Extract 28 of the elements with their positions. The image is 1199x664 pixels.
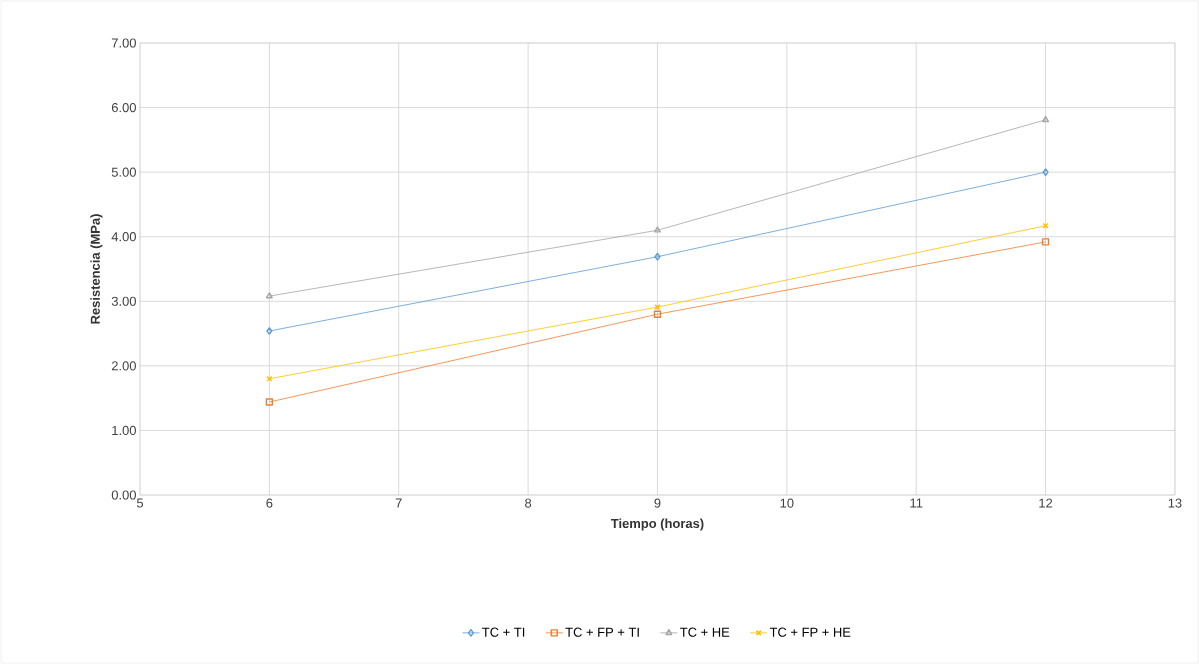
y-tick-label: 5.00 <box>111 167 136 177</box>
legend-label: TC + FP + TI <box>565 627 639 637</box>
y-axis-title: Resistencia (MPa) <box>90 214 103 324</box>
x-tick-label: 13 <box>1168 498 1182 508</box>
x-tick-label: 8 <box>525 498 532 508</box>
y-tick-label: 0.00 <box>111 490 136 500</box>
point <box>1041 238 1050 246</box>
legend-label: TC + FP + HE <box>769 627 851 637</box>
x-tick-label: 5 <box>136 498 144 508</box>
x-tick-label: 7 <box>395 498 402 508</box>
y-tick-label: 7.00 <box>111 38 136 48</box>
legend-label: TC + TI <box>482 627 525 637</box>
x-tick-label: 11 <box>910 498 923 508</box>
point <box>653 310 662 318</box>
point <box>654 226 661 233</box>
y-tick-label: 4.00 <box>111 232 136 242</box>
point <box>265 398 274 406</box>
x-tick-label: 12 <box>1039 498 1053 508</box>
legend-label: TC + HE <box>680 627 730 637</box>
x-tick-label: 6 <box>266 498 273 508</box>
x-axis-title: Tiempo (horas) <box>610 518 704 531</box>
y-tick-label: 3.00 <box>111 296 136 306</box>
y-tick-label: 6.00 <box>111 102 136 113</box>
x-tick-label: 9 <box>654 498 661 508</box>
point <box>654 252 661 261</box>
y-tick-label: 2.00 <box>111 361 136 371</box>
y-tick-label: 1.00 <box>112 425 136 436</box>
x-tick-label: 10 <box>780 498 794 508</box>
